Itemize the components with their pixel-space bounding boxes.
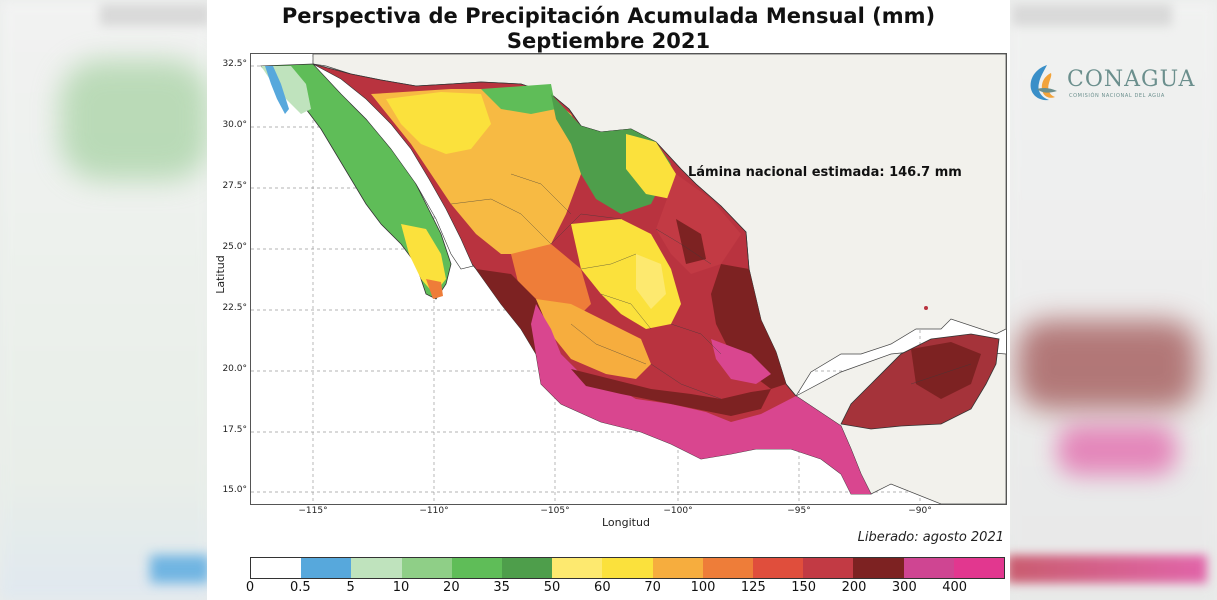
map-title: Perspectiva de Precipitación Acumulada M… — [281, 4, 936, 28]
precip-zone-200-300 — [676, 219, 706, 264]
colorbar-label: 125 — [740, 580, 766, 595]
background-blur-shape — [1017, 320, 1197, 410]
background-blur-shape — [60, 60, 210, 180]
precipitation-map — [250, 53, 1007, 505]
x-tick-label: −90° — [908, 506, 932, 516]
conagua-logo-icon — [1030, 65, 1057, 101]
colorbar-label: 150 — [791, 580, 817, 595]
colorbar-label: 20 — [443, 580, 460, 595]
state-boundaries — [450, 173, 972, 400]
x-tick-label: −100° — [663, 506, 693, 516]
x-tick-label: −115° — [298, 506, 328, 516]
colorbar-label: 70 — [644, 580, 661, 595]
map-panel: Perspectiva de Precipitación Acumulada M… — [207, 0, 1194, 600]
precip-zone-200-300 — [711, 264, 786, 389]
colorbar-label: 60 — [594, 580, 611, 595]
colorbar-label: 10 — [392, 580, 410, 595]
colorbar-label: 5 — [346, 580, 355, 595]
background-right-blur — [1007, 0, 1217, 600]
colorbar-swatch — [301, 558, 352, 578]
background-blur-shape — [1012, 4, 1172, 26]
colorbar-swatch — [502, 558, 553, 578]
x-tick-label: −105° — [540, 506, 570, 516]
precip-zone-200-300 — [911, 342, 981, 399]
colorbar-label: 100 — [690, 580, 716, 595]
precip-zone-300-400 — [531, 304, 871, 494]
precip-zone-20-35 — [481, 84, 556, 114]
precip-zone-0.5-5 — [265, 66, 289, 114]
colorbar-label: 200 — [841, 580, 867, 595]
national-estimate-annotation: Lámina nacional estimada: 146.7 mm — [688, 165, 962, 180]
colorbar-swatch — [652, 558, 703, 578]
precip-zone-100-125 — [426, 279, 443, 299]
colorbar-swatch — [953, 558, 1005, 578]
background-blur-shape — [100, 4, 210, 26]
colorbar-label: 400 — [942, 580, 968, 595]
x-tick-label: −95° — [787, 506, 811, 516]
colorbar-swatch — [251, 558, 302, 578]
x-tick-label: −110° — [419, 506, 449, 516]
y-tick-label: 32.5° — [222, 59, 247, 69]
y-tick-label: 27.5° — [222, 181, 247, 191]
y-tick-label: 22.5° — [222, 303, 247, 313]
y-tick-label: 15.0° — [222, 485, 247, 495]
colorbar-swatch — [903, 558, 954, 578]
logo-subtitle: COMISIÓN NACIONAL DEL AGUA — [1069, 93, 1165, 99]
map-subtitle: Septiembre 2021 — [506, 29, 711, 53]
gulf-of-california — [312, 63, 474, 270]
background-blur-shape — [150, 555, 210, 583]
precip-zone-60-70 — [386, 92, 491, 154]
y-tick-label: 17.5° — [222, 425, 247, 435]
colorbar-label: 35 — [493, 580, 510, 595]
colorbar-label: 0 — [245, 580, 255, 595]
y-axis-label: Latitud — [213, 255, 227, 294]
colorbar-swatch — [351, 558, 402, 578]
colorbar-swatch — [602, 558, 653, 578]
map-canvas — [251, 54, 1006, 504]
colorbar-swatch — [451, 558, 503, 578]
precip-zone-200-300 — [571, 369, 771, 416]
island — [924, 306, 928, 310]
conagua-logo: CONAGUA COMISIÓN NACIONAL DEL AGUA — [1027, 63, 1207, 107]
precip-zone-70-100 — [536, 299, 651, 379]
x-axis-label: Longitud — [602, 516, 650, 529]
colorbar — [250, 557, 1005, 579]
colorbar-swatch — [803, 558, 854, 578]
precip-zone-150-200 — [656, 174, 741, 274]
precip-zone-300-400 — [711, 339, 771, 384]
colorbar-label: 50 — [543, 580, 561, 595]
y-tick-label: 25.0° — [222, 242, 247, 252]
precip-zone-50-60 — [636, 254, 666, 309]
y-tick-label: 20.0° — [222, 364, 247, 374]
colorbar-swatch — [702, 558, 754, 578]
colorbar-swatch — [401, 558, 452, 578]
logo-wordmark: CONAGUA — [1067, 67, 1196, 92]
release-date: Liberado: agosto 2021 — [857, 530, 1004, 545]
colorbar-swatch — [552, 558, 603, 578]
precip-zone-60-70 — [626, 134, 676, 199]
colorbar-label: 300 — [891, 580, 917, 595]
colorbar-swatch — [753, 558, 804, 578]
background-blur-shape — [1057, 425, 1177, 475]
colorbar-label: 0.5 — [289, 580, 311, 595]
background-blur-shape — [1007, 555, 1207, 583]
y-tick-label: 30.0° — [222, 120, 247, 130]
colorbar-swatch — [853, 558, 904, 578]
precip-zone-60-70 — [401, 224, 446, 294]
